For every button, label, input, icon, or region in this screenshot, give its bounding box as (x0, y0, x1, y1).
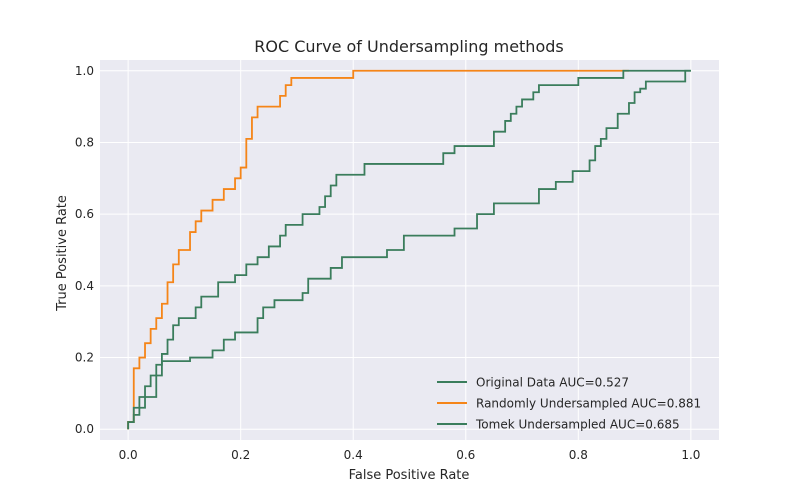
x-tick-label: 0.0 (119, 448, 138, 462)
y-tick-label: 0.2 (75, 351, 94, 365)
plot-area (100, 60, 719, 440)
x-tick-label: 0.8 (569, 448, 588, 462)
x-tick-label: 0.6 (456, 448, 475, 462)
legend-entry-2: Tomek Undersampled AUC=0.685 (475, 418, 680, 432)
series-line-1 (127, 69, 629, 430)
x-tick-label: 1.0 (681, 448, 700, 462)
y-tick-label: 0.6 (75, 207, 94, 221)
chart-title: ROC Curve of Undersampling methods (254, 37, 563, 56)
y-tick-label: 0.0 (75, 422, 94, 436)
x-axis-label: False Positive Rate (349, 468, 470, 483)
x-tick-label: 0.2 (231, 448, 250, 462)
series-line-0 (127, 69, 691, 430)
x-axis-ticks: 0.0 0.2 0.4 0.6 0.8 1.0 (119, 448, 701, 462)
x-tick-label: 0.4 (344, 448, 363, 462)
y-tick-label: 0.8 (75, 135, 94, 149)
y-tick-label: 1.0 (75, 64, 94, 78)
y-axis-ticks: 0.0 0.2 0.4 0.6 0.8 1.0 (75, 64, 94, 436)
y-tick-label: 0.4 (75, 279, 94, 293)
series-line-2 (127, 69, 691, 430)
legend: Original Data AUC=0.527 Randomly Undersam… (437, 376, 701, 432)
legend-entry-0: Original Data AUC=0.527 (476, 376, 629, 390)
legend-entry-1: Randomly Undersampled AUC=0.881 (476, 397, 701, 411)
y-axis-label: True Positive Rate (55, 195, 70, 312)
series-lines (127, 69, 691, 430)
